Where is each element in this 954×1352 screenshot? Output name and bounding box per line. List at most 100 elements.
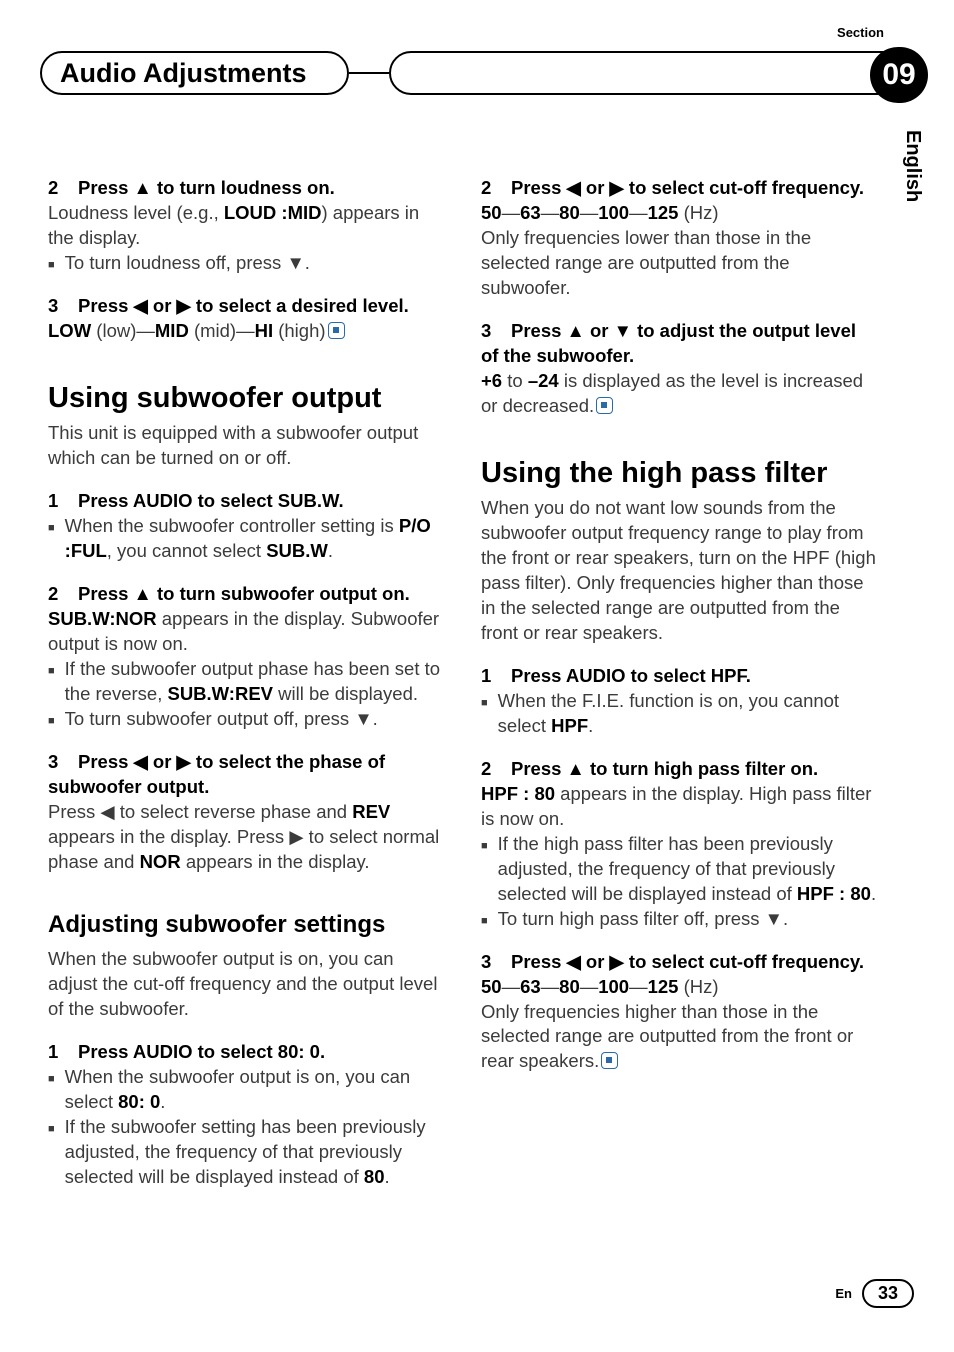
- step-number: 2: [481, 757, 511, 782]
- bold-text: 50: [481, 976, 502, 997]
- bullet-item: ■ To turn subwoofer output off, press ▼.: [48, 707, 445, 732]
- bold-text: –24: [528, 370, 559, 391]
- heading-adjust-sub: Adjusting subwoofer settings: [48, 909, 445, 941]
- bold-text: 100: [598, 202, 629, 223]
- bullet-item: ■ If the high pass filter has been previ…: [481, 832, 878, 907]
- step-title: Press ◀ or ▶ to select cut-off frequency…: [511, 177, 864, 198]
- cutoff-freq-line: 50—63—80—100—125 (Hz): [481, 201, 878, 226]
- header-connector: [349, 72, 389, 74]
- section-label: Section: [837, 25, 884, 40]
- body-text: —: [580, 976, 599, 997]
- bullet-icon: ■: [48, 1122, 55, 1137]
- page-title: Audio Adjustments: [60, 58, 307, 89]
- hpf-freq-line: 50—63—80—100—125 (Hz): [481, 975, 878, 1000]
- bold-text: NOR: [140, 851, 181, 872]
- bullet-text: To turn high pass filter off, press ▼.: [498, 907, 788, 932]
- bold-text: 80: [364, 1166, 385, 1187]
- bullet-item: ■ If the subwoofer setting has been prev…: [48, 1115, 445, 1190]
- step-title: Press ▲ to turn loudness on.: [78, 177, 335, 198]
- body-text: appears in the display.: [181, 851, 370, 872]
- step-title: Press ▲ to turn high pass filter on.: [511, 758, 818, 779]
- bullet-icon: ■: [481, 914, 488, 929]
- step-number: 2: [481, 176, 511, 201]
- body-text: Press ◀ to select reverse phase and: [48, 801, 352, 822]
- cutoff-step2-head: 2Press ◀ or ▶ to select cut-off frequenc…: [481, 176, 878, 201]
- cutoff-step3-head: 3Press ▲ or ▼ to adjust the output level…: [481, 319, 878, 369]
- bold-text: SUB.W: [266, 540, 328, 561]
- body-text: , you cannot select: [107, 540, 266, 561]
- body-text: to: [502, 370, 528, 391]
- bold-text: 125: [648, 976, 679, 997]
- step-number: 3: [481, 319, 511, 344]
- hpf-step2-head: 2Press ▲ to turn high pass filter on.: [481, 757, 878, 782]
- body-text: .: [588, 715, 593, 736]
- title-pill: Audio Adjustments: [40, 51, 349, 95]
- page-number-badge: 33: [862, 1279, 914, 1308]
- cutoff-step2-body: Only frequencies lower than those in the…: [481, 226, 878, 301]
- bold-text: HPF : 80: [797, 883, 871, 904]
- right-column: 2Press ◀ or ▶ to select cut-off frequenc…: [481, 176, 878, 1190]
- hpf-intro: When you do not want low sounds from the…: [481, 496, 878, 646]
- language-tab: English: [901, 130, 924, 202]
- bold-text: 100: [598, 976, 629, 997]
- hpf-step2-body: HPF : 80 appears in the display. High pa…: [481, 782, 878, 832]
- bullet-item: ■ When the F.I.E. function is on, you ca…: [481, 689, 878, 739]
- content-area: 2Press ▲ to turn loudness on. Loudness l…: [48, 176, 878, 1190]
- bold-text: LOUD :MID: [224, 202, 322, 223]
- step-number: 1: [48, 489, 78, 514]
- body-text: —: [502, 202, 521, 223]
- body-text: (mid)—: [189, 320, 255, 341]
- bullet-icon: ■: [481, 839, 488, 854]
- body-text: .: [328, 540, 333, 561]
- step-number: 1: [481, 664, 511, 689]
- bullet-text: When the subwoofer controller setting is…: [65, 514, 445, 564]
- body-text: —: [580, 202, 599, 223]
- step-title: Press ◀ or ▶ to select cut-off frequency…: [511, 951, 864, 972]
- bold-text: 63: [520, 976, 541, 997]
- bullet-icon: ■: [48, 714, 55, 729]
- step-title: Press ◀ or ▶ to select the phase of subw…: [48, 751, 385, 797]
- bullet-icon: ■: [48, 258, 55, 273]
- bullet-text: To turn subwoofer output off, press ▼.: [65, 707, 378, 732]
- step-number: 3: [48, 294, 78, 319]
- bullet-text: If the high pass filter has been previou…: [498, 832, 878, 907]
- bold-text: HPF: [551, 715, 588, 736]
- step-title: Press AUDIO to select SUB.W.: [78, 490, 344, 511]
- bold-text: HI: [255, 320, 274, 341]
- bullet-icon: ■: [48, 1072, 55, 1087]
- left-column: 2Press ▲ to turn loudness on. Loudness l…: [48, 176, 445, 1190]
- body-text: (Hz): [678, 976, 718, 997]
- body-text: (high): [273, 320, 325, 341]
- adj-intro: When the subwoofer output is on, you can…: [48, 947, 445, 1022]
- end-section-icon: [601, 1052, 618, 1069]
- bold-text: LOW: [48, 320, 91, 341]
- step-title: Press AUDIO to select HPF.: [511, 665, 751, 686]
- bold-text: 125: [648, 202, 679, 223]
- bullet-item: ■ When the subwoofer output is on, you c…: [48, 1065, 445, 1115]
- bold-text: SUB.W:REV: [167, 683, 273, 704]
- bold-text: 80: 0: [118, 1091, 160, 1112]
- sub-intro: This unit is equipped with a subwoofer o…: [48, 421, 445, 471]
- bold-text: REV: [352, 801, 390, 822]
- step-title: Press AUDIO to select 80: 0.: [78, 1041, 325, 1062]
- body-text: Only frequencies higher than those in th…: [481, 1001, 853, 1072]
- body-text: .: [385, 1166, 390, 1187]
- body-text: (Hz): [678, 202, 718, 223]
- body-text: —: [629, 976, 648, 997]
- body-text: (low)—: [91, 320, 155, 341]
- step-title: Press ▲ to turn subwoofer output on.: [78, 583, 410, 604]
- loudness-step3-body: LOW (low)—MID (mid)—HI (high): [48, 319, 445, 344]
- bold-text: HPF : 80: [481, 783, 555, 804]
- page-header: Audio Adjustments Section 09: [40, 48, 924, 98]
- body-text: When the subwoofer output is on, you can…: [65, 1066, 411, 1112]
- sub-step3-head: 3Press ◀ or ▶ to select the phase of sub…: [48, 750, 445, 800]
- bullet-item: ■ When the subwoofer controller setting …: [48, 514, 445, 564]
- bold-text: 63: [520, 202, 541, 223]
- bullet-text: When the subwoofer output is on, you can…: [65, 1065, 445, 1115]
- sub-step3-body: Press ◀ to select reverse phase and REV …: [48, 800, 445, 875]
- step-number: 1: [48, 1040, 78, 1065]
- end-section-icon: [596, 397, 613, 414]
- step-title: Press ◀ or ▶ to select a desired level.: [78, 295, 409, 316]
- bold-text: 80: [559, 202, 580, 223]
- body-text: will be displayed.: [273, 683, 418, 704]
